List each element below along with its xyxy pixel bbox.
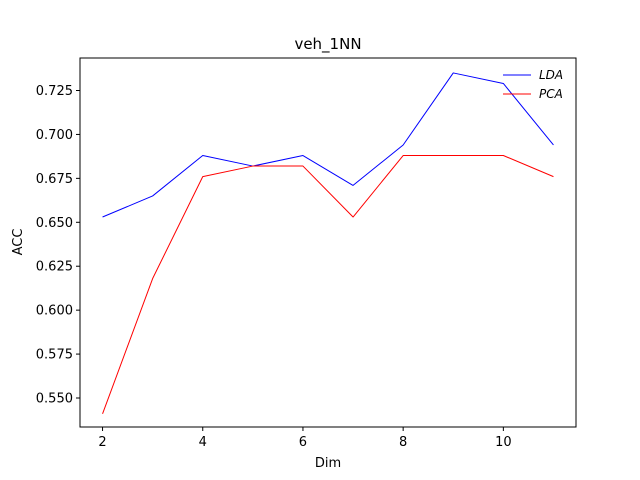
y-tick-label: 0.625 xyxy=(36,260,73,275)
x-axis-label: Dim xyxy=(315,456,341,471)
plot-frame xyxy=(79,57,577,428)
x-axis: 2 4 6 8 10 xyxy=(98,427,512,450)
y-tick-label: 0.650 xyxy=(36,216,73,231)
y-tick-label: 0.700 xyxy=(36,128,73,143)
series-line-lda xyxy=(102,72,554,218)
series-line-pca xyxy=(102,155,554,414)
x-tick-label: 2 xyxy=(98,435,106,450)
y-tick-label: 0.575 xyxy=(36,348,73,363)
y-tick-label: 0.725 xyxy=(36,84,73,99)
y-tick-label: 0.675 xyxy=(36,172,73,187)
x-tick-label: 10 xyxy=(495,435,512,450)
y-tick-label: 0.550 xyxy=(36,392,73,407)
y-axis: 0.550 0.575 0.600 0.625 0.650 0.675 0.700 0.725 xyxy=(36,84,80,407)
y-tick-label: 0.600 xyxy=(36,304,73,319)
legend: LDA PCA xyxy=(503,68,563,101)
y-axis-label: ACC xyxy=(11,229,26,256)
plot-lines xyxy=(102,72,554,414)
chart-title: veh_1NN xyxy=(294,35,361,54)
x-tick-label: 4 xyxy=(199,435,207,450)
x-tick-label: 8 xyxy=(399,435,407,450)
legend-label-pca: PCA xyxy=(539,87,563,101)
legend-label-lda: LDA xyxy=(539,68,563,82)
x-tick-label: 6 xyxy=(299,435,307,450)
